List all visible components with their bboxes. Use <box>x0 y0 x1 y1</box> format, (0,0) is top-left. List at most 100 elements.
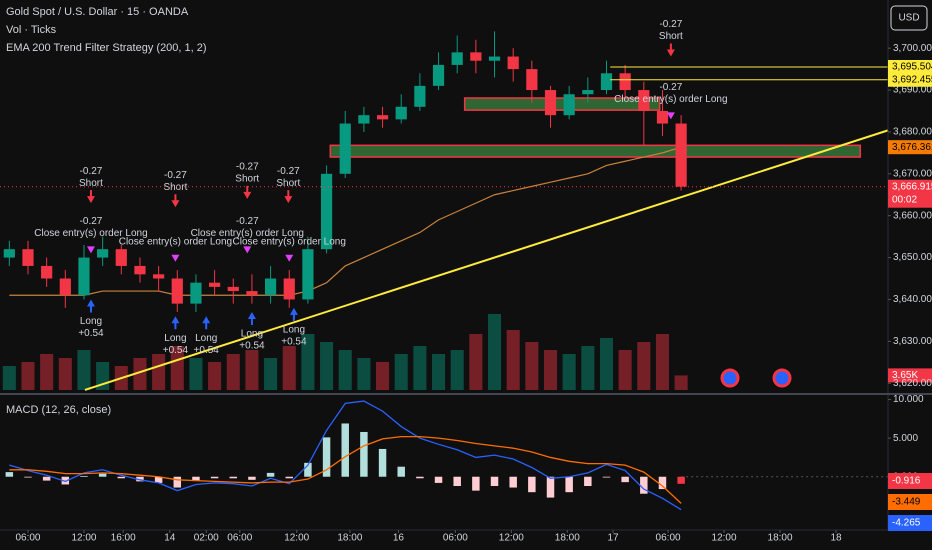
volume-bar <box>357 358 371 390</box>
signal-label: Short <box>235 174 259 185</box>
histogram-bar <box>117 476 126 479</box>
level-box <box>888 72 932 87</box>
volume-bar <box>525 342 539 390</box>
signal-label: -0.27 <box>277 166 300 177</box>
volume-bar <box>245 350 259 390</box>
candle-body <box>115 249 127 266</box>
histogram-bar <box>360 431 368 477</box>
x-tick-label: 18:00 <box>337 533 362 544</box>
volume-bar <box>226 354 240 390</box>
x-tick-label: 14 <box>164 533 176 544</box>
y-tick-label: 5.000 <box>893 433 918 444</box>
candle-body <box>544 90 557 116</box>
candle-body <box>376 115 389 120</box>
histogram-bar <box>621 476 629 483</box>
signal-label: Short <box>276 178 300 189</box>
histogram-bar <box>397 466 405 477</box>
candle-body <box>59 278 71 296</box>
volume-bar <box>133 358 147 390</box>
volume-bar <box>543 350 558 390</box>
candle-body <box>675 123 687 187</box>
close-marker <box>285 254 294 262</box>
volume-bar <box>432 354 446 390</box>
candle-body <box>134 265 146 275</box>
volume-bar <box>58 358 72 390</box>
signal-label: Close entry(s) order Long <box>614 94 727 105</box>
macd-value-box <box>888 515 932 531</box>
candle-body <box>264 278 277 296</box>
signal-label: -0.27 <box>659 19 682 30</box>
macd-title: MACD (12, 26, close) <box>6 404 111 416</box>
signal-label: +0.54 <box>239 341 265 352</box>
candle-body <box>395 106 407 120</box>
x-tick-label: 12:00 <box>499 533 524 544</box>
x-tick-label: 02:00 <box>194 533 219 544</box>
candle-body <box>190 282 202 304</box>
volume-bar <box>506 330 520 390</box>
histogram-bar <box>472 476 480 491</box>
candle-body <box>320 173 333 250</box>
candle-body <box>488 56 501 61</box>
histogram-bar <box>266 472 275 477</box>
candle-body <box>470 52 482 61</box>
candle-body <box>153 274 165 279</box>
histogram-value-label: -0.916 <box>892 476 921 487</box>
candle-body <box>358 115 370 124</box>
level-box <box>888 140 932 155</box>
y-tick-label: 3,700.000 <box>893 43 932 54</box>
candle-body <box>209 282 221 287</box>
candle-body <box>451 52 463 65</box>
volume-bar <box>208 362 222 390</box>
short-marker <box>171 194 180 208</box>
signal-label: Long <box>80 316 102 327</box>
candle-body <box>22 249 34 266</box>
volume-bar <box>655 334 670 390</box>
short-marker <box>284 190 293 204</box>
histogram-bar <box>80 475 88 477</box>
histogram-bar <box>565 476 573 493</box>
x-tick-label: 18 <box>830 533 842 544</box>
signal-label: Close entry(s) order Long <box>119 236 232 247</box>
histogram-bar <box>210 476 219 479</box>
right-axis <box>888 0 932 550</box>
signal-label: Short <box>163 182 187 193</box>
histogram-bar <box>434 476 443 483</box>
candle-body <box>656 110 669 124</box>
candle-body <box>432 64 445 86</box>
candle-body <box>97 249 109 258</box>
event-icon[interactable] <box>772 368 792 388</box>
histogram-bar <box>509 476 517 488</box>
currency[interactable]: USD <box>898 13 919 24</box>
histogram-bar <box>42 476 51 481</box>
zone <box>329 144 862 158</box>
histogram-bar <box>285 476 293 479</box>
candle-body <box>600 73 613 91</box>
signal-label: Long <box>164 333 186 344</box>
countdown: 00:02 <box>892 194 917 205</box>
histogram-bar <box>416 476 424 479</box>
candle-body <box>582 90 594 95</box>
histogram-bar <box>453 476 461 486</box>
volume-bar <box>394 354 408 390</box>
x-tick-label: 06:00 <box>15 533 40 544</box>
currency-button[interactable] <box>890 5 928 31</box>
candle-body <box>526 69 538 91</box>
close-marker <box>86 246 95 254</box>
x-tick-label: 06:00 <box>443 533 468 544</box>
volume-bar <box>562 354 576 390</box>
event-icon[interactable] <box>720 368 740 388</box>
volume-bar <box>674 375 688 390</box>
ema-line <box>9 146 682 296</box>
volume-bar <box>487 314 502 390</box>
volume-bar <box>599 338 614 390</box>
volume-bar <box>338 350 352 390</box>
x-tick-label: 16:00 <box>111 533 136 544</box>
trendline <box>84 129 889 391</box>
signal-label: -0.27 <box>80 216 103 227</box>
histogram-bar <box>154 476 163 483</box>
chart-title: Gold Spot / U.S. Dollar · 15 · OANDA <box>6 6 189 18</box>
candle-body <box>619 73 631 91</box>
y-tick-label: 3,630.000 <box>893 336 932 347</box>
